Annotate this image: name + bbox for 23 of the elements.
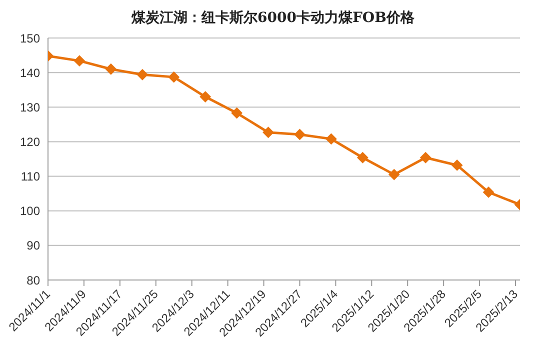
point [388,169,400,180]
point [105,64,116,75]
point [200,91,211,102]
y-tick-label: 120 [20,134,40,149]
point [231,108,242,119]
y-tick-label: 80 [26,273,40,288]
point [326,133,337,144]
y-tick-label: 140 [20,66,40,80]
point [357,152,368,164]
point [74,55,85,66]
y-tick-label: 130 [20,100,40,114]
point [168,72,180,83]
point [483,186,494,198]
point [452,160,463,171]
y-tick-label: 150 [20,31,40,46]
point [420,152,432,164]
point [262,126,274,138]
y-tick-label: 100 [20,204,40,218]
y-tick-label: 110 [20,170,40,184]
y-tick-label: 90 [26,238,40,253]
point [294,128,306,140]
point [136,69,148,80]
chart-title: 煤炭江湖：纽卡斯尔6000卡动力煤FOB价格 [130,9,416,28]
